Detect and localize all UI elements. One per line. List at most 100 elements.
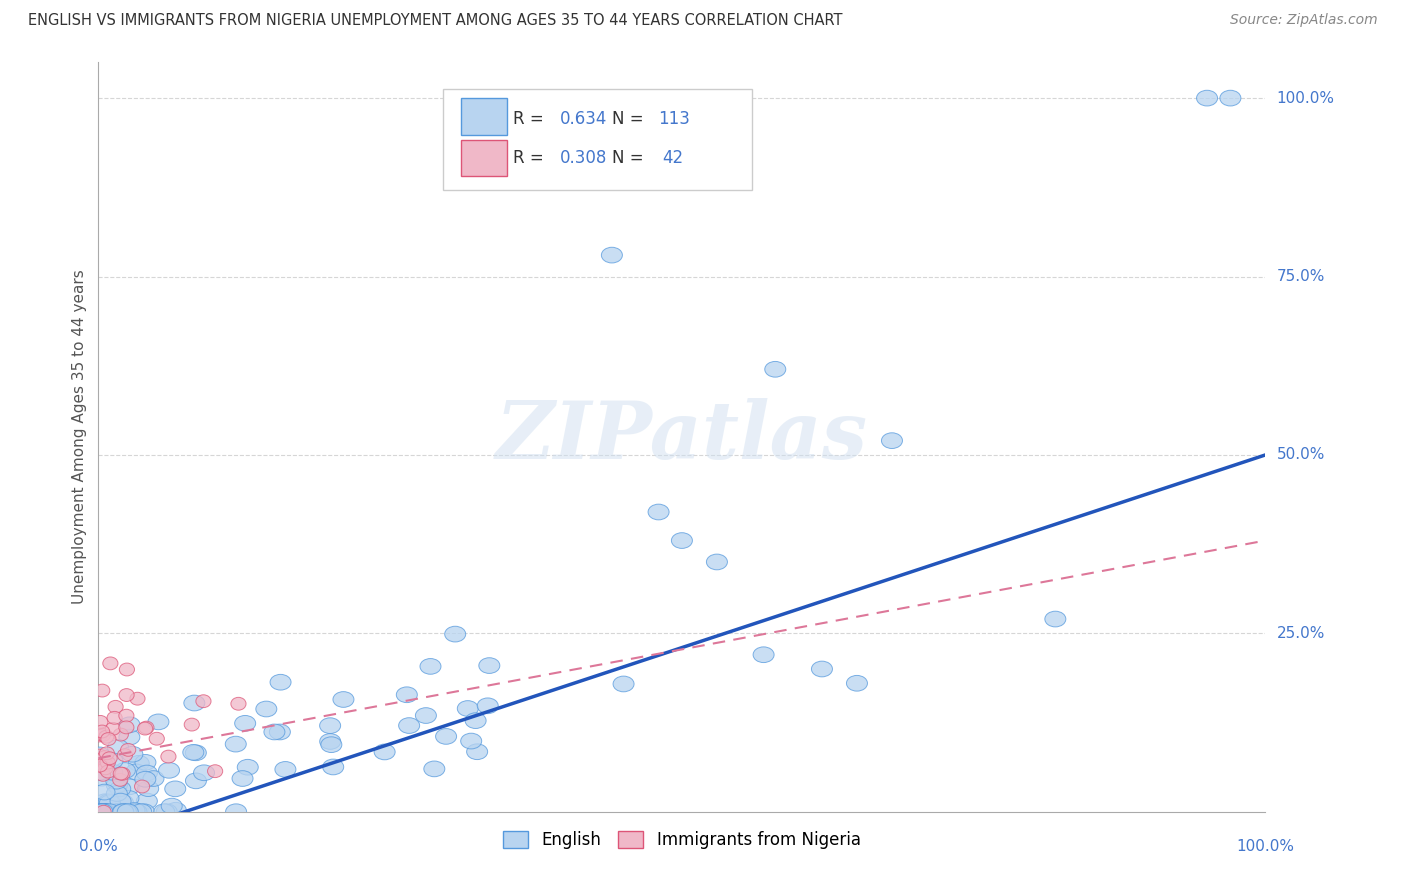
Ellipse shape — [319, 718, 340, 733]
Ellipse shape — [112, 773, 128, 787]
Ellipse shape — [91, 749, 107, 762]
Ellipse shape — [461, 733, 482, 749]
Ellipse shape — [754, 647, 775, 663]
Ellipse shape — [162, 798, 183, 814]
Ellipse shape — [103, 657, 118, 670]
Ellipse shape — [323, 759, 343, 775]
Ellipse shape — [101, 732, 115, 746]
Ellipse shape — [846, 675, 868, 691]
Ellipse shape — [420, 658, 441, 674]
FancyBboxPatch shape — [461, 98, 508, 135]
Ellipse shape — [465, 713, 486, 729]
Ellipse shape — [100, 765, 115, 778]
Ellipse shape — [103, 753, 124, 769]
Text: 42: 42 — [662, 149, 683, 168]
Ellipse shape — [444, 626, 465, 642]
Ellipse shape — [97, 804, 118, 820]
Ellipse shape — [613, 676, 634, 692]
Ellipse shape — [139, 722, 155, 734]
Ellipse shape — [125, 764, 146, 780]
Ellipse shape — [93, 759, 107, 772]
Ellipse shape — [149, 732, 165, 745]
Ellipse shape — [114, 763, 135, 779]
Ellipse shape — [1220, 90, 1241, 106]
Ellipse shape — [235, 715, 256, 731]
Ellipse shape — [128, 804, 149, 820]
Text: 100.0%: 100.0% — [1236, 839, 1295, 855]
Ellipse shape — [333, 691, 354, 707]
Ellipse shape — [93, 804, 114, 820]
Ellipse shape — [94, 804, 115, 820]
Ellipse shape — [93, 715, 108, 728]
Ellipse shape — [138, 723, 153, 735]
FancyBboxPatch shape — [443, 88, 752, 190]
Text: N =: N = — [612, 149, 648, 168]
Ellipse shape — [112, 804, 134, 820]
Ellipse shape — [120, 663, 135, 676]
Text: R =: R = — [513, 110, 548, 128]
Ellipse shape — [256, 701, 277, 717]
Text: 0.0%: 0.0% — [79, 839, 118, 855]
Ellipse shape — [89, 764, 110, 780]
Ellipse shape — [118, 709, 134, 723]
Ellipse shape — [125, 804, 146, 820]
Ellipse shape — [131, 804, 152, 820]
Ellipse shape — [103, 752, 117, 764]
Ellipse shape — [231, 698, 246, 710]
Ellipse shape — [128, 756, 149, 772]
Ellipse shape — [208, 764, 222, 778]
Ellipse shape — [120, 779, 139, 795]
FancyBboxPatch shape — [461, 140, 508, 177]
Ellipse shape — [105, 723, 121, 735]
Text: N =: N = — [612, 110, 648, 128]
Ellipse shape — [129, 692, 145, 705]
Ellipse shape — [136, 765, 157, 780]
Ellipse shape — [270, 724, 291, 739]
Ellipse shape — [98, 794, 120, 810]
Ellipse shape — [93, 804, 114, 819]
Ellipse shape — [96, 729, 111, 741]
Ellipse shape — [135, 772, 156, 787]
Ellipse shape — [765, 361, 786, 377]
Ellipse shape — [672, 533, 692, 549]
Ellipse shape — [94, 804, 115, 820]
Ellipse shape — [89, 804, 110, 820]
Ellipse shape — [457, 700, 478, 716]
Ellipse shape — [94, 684, 110, 697]
Ellipse shape — [94, 794, 115, 810]
Ellipse shape — [107, 786, 128, 801]
Ellipse shape — [135, 755, 156, 770]
Text: ENGLISH VS IMMIGRANTS FROM NIGERIA UNEMPLOYMENT AMONG AGES 35 TO 44 YEARS CORREL: ENGLISH VS IMMIGRANTS FROM NIGERIA UNEMP… — [28, 13, 842, 29]
Ellipse shape — [108, 804, 129, 820]
Ellipse shape — [238, 759, 259, 775]
Ellipse shape — [184, 718, 200, 731]
Ellipse shape — [436, 729, 457, 744]
Ellipse shape — [91, 729, 107, 742]
Ellipse shape — [100, 795, 121, 811]
Text: 0.308: 0.308 — [560, 149, 607, 168]
Ellipse shape — [98, 762, 112, 775]
Ellipse shape — [120, 717, 141, 732]
Ellipse shape — [96, 804, 117, 820]
Ellipse shape — [107, 777, 128, 793]
Ellipse shape — [811, 661, 832, 677]
Ellipse shape — [90, 804, 111, 820]
Ellipse shape — [319, 733, 340, 749]
Ellipse shape — [89, 747, 110, 763]
Ellipse shape — [148, 714, 169, 730]
Text: 50.0%: 50.0% — [1277, 448, 1324, 462]
Ellipse shape — [120, 689, 134, 701]
Ellipse shape — [120, 730, 139, 745]
Ellipse shape — [110, 780, 131, 797]
Ellipse shape — [112, 804, 134, 820]
Ellipse shape — [107, 712, 122, 724]
Ellipse shape — [648, 504, 669, 520]
Ellipse shape — [108, 804, 129, 820]
Ellipse shape — [114, 767, 128, 780]
Ellipse shape — [121, 743, 136, 756]
Ellipse shape — [115, 767, 131, 780]
Ellipse shape — [186, 745, 207, 761]
Ellipse shape — [166, 803, 187, 818]
Text: 25.0%: 25.0% — [1277, 626, 1324, 640]
Ellipse shape — [160, 750, 176, 763]
